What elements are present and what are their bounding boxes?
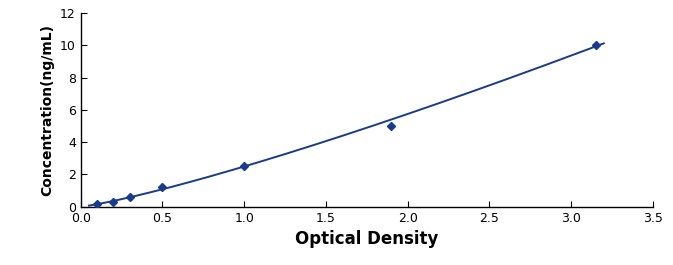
- X-axis label: Optical Density: Optical Density: [295, 230, 439, 248]
- Y-axis label: Concentration(ng/mL): Concentration(ng/mL): [40, 24, 55, 196]
